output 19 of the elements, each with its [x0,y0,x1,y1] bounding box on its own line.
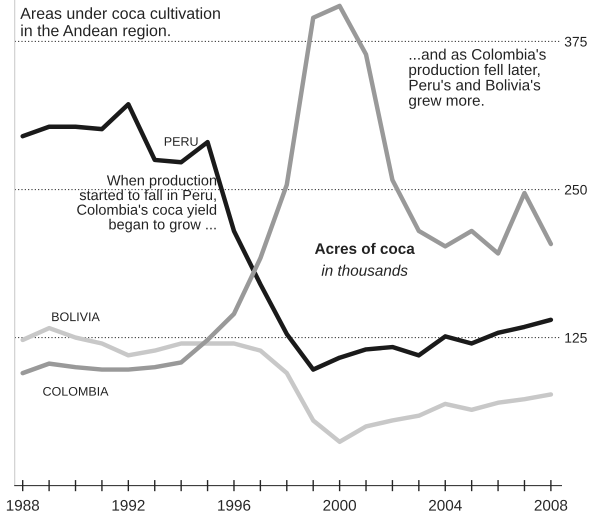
series-label: PERU [164,137,198,146]
annotation: in thousands [322,264,408,276]
y-tick-label: 125 [565,332,587,343]
y-tick-label: 250 [564,184,587,195]
annotation: ...and as Colombia's production fell later, Peru's and Bolivia's grew more. [409,48,546,109]
text: Areas under coca cultivation in the Andean region. [20,7,220,40]
line-series [20,326,554,444]
x-tick-label: 1996 [218,500,250,511]
y-tick-label: 375 [564,36,587,47]
x-tick-label: 2008 [534,500,568,511]
x-tick-label: 1988 [6,500,40,511]
x-tick-label: 2000 [323,500,356,511]
series-label: BOLIVIA [52,312,100,322]
annotation: Acres of coca [314,242,415,254]
line-series [20,4,554,376]
x-tick-label: 2004 [429,500,462,511]
annotation: When production started to fall in Peru, Colombia's coca yield began to grow ... [77,174,216,232]
series-label: COLOMBIA [43,386,108,396]
x-tick-label: 1992 [112,500,145,511]
